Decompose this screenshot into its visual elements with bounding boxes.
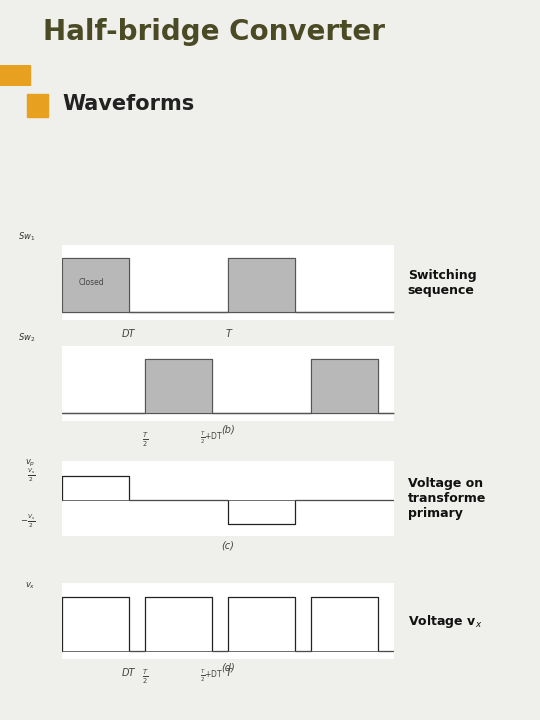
Text: $v_p$: $v_p$ [25,457,36,469]
Text: (c): (c) [222,540,234,550]
Text: $\frac{T}{2}$+DT: $\frac{T}{2}$+DT [200,668,223,684]
Text: DT: DT [122,330,136,339]
Text: $v_x$: $v_x$ [25,580,36,590]
Text: (b): (b) [221,425,235,435]
Text: $-\frac{V_s}{2}$: $-\frac{V_s}{2}$ [20,513,36,530]
Text: $\frac{T}{2}$+DT: $\frac{T}{2}$+DT [200,431,223,446]
Text: $\frac{T}{2}$: $\frac{T}{2}$ [142,668,149,686]
Text: DT: DT [122,668,136,678]
Text: Closed: Closed [79,278,104,287]
Bar [0,65,30,86]
Text: Voltage v$_x$: Voltage v$_x$ [408,613,482,629]
Text: Half-bridge Converter: Half-bridge Converter [43,19,385,46]
Text: $\frac{T}{2}$: $\frac{T}{2}$ [142,431,149,449]
Text: $Sw_1$: $Sw_1$ [18,231,36,243]
Bar [27,94,48,117]
Text: $\frac{V_s}{2}$: $\frac{V_s}{2}$ [27,467,36,485]
Text: T: T [225,330,231,339]
Text: Waveforms: Waveforms [62,94,194,114]
Text: T: T [225,668,231,678]
Text: Voltage on
transforme
primary: Voltage on transforme primary [408,477,486,520]
Text: Switching
sequence: Switching sequence [408,269,476,297]
Text: $Sw_2$: $Sw_2$ [18,332,36,344]
Text: (d): (d) [221,662,235,672]
